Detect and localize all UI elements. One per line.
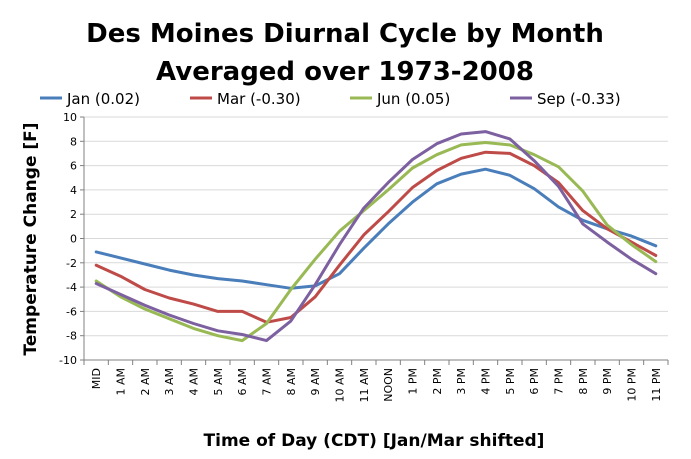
- y-axis-title: Temperature Change [F]: [21, 122, 41, 355]
- x-tick-label: 4 PM: [480, 368, 493, 395]
- x-tick-label: 8 PM: [577, 368, 590, 395]
- series-line-3: [94, 130, 658, 343]
- legend-label: Mar (-0.30): [217, 90, 301, 108]
- x-tick-label: 4 AM: [188, 368, 201, 396]
- y-tick-label: -10: [59, 354, 77, 367]
- legend-item: Mar (-0.30): [190, 90, 301, 108]
- legend-item: Jun (0.05): [350, 90, 450, 108]
- y-tick-label: 2: [70, 208, 77, 221]
- y-tick-label: -6: [66, 305, 77, 318]
- chart-title-line-2: Averaged over 1973-2008: [156, 57, 534, 87]
- y-tick-label: 4: [70, 184, 77, 197]
- y-tick-label: 6: [70, 160, 77, 173]
- x-tick-label: 3 PM: [455, 368, 468, 395]
- x-axis-title: Time of Day (CDT) [Jan/Mar shifted]: [204, 431, 545, 451]
- x-tick-label: 7 PM: [553, 368, 566, 395]
- x-tick-label: 6 AM: [236, 368, 249, 396]
- x-tick-label: 9 PM: [601, 368, 614, 395]
- legend-label: Jan (0.02): [66, 90, 140, 108]
- x-tick-label: 7 AM: [261, 368, 274, 396]
- x-tick-label: 8 AM: [285, 368, 298, 396]
- x-axis-ticks: MID 1 AM 2 AM 3 AM 4 AM 5 AM 6 AM 7 AM 8 AM 9 AM 1…: [83, 360, 669, 403]
- x-tick-label: 9 AM: [309, 368, 322, 396]
- y-tick-label: -2: [66, 257, 77, 270]
- series-line-0: [94, 167, 658, 290]
- y-tick-label: 10: [63, 111, 77, 124]
- legend-label: Jun (0.05): [376, 90, 450, 108]
- x-tick-label: MID: [90, 368, 103, 389]
- y-tick-label: 8: [70, 135, 77, 148]
- x-tick-label: 6 PM: [528, 368, 541, 395]
- legend-label: Sep (-0.33): [537, 90, 621, 108]
- x-tick-label: 5 PM: [504, 368, 517, 395]
- x-tick-label: 11 PM: [650, 368, 663, 402]
- series-line-1: [94, 150, 658, 324]
- y-tick-label: 0: [70, 233, 77, 246]
- x-tick-label: 1 PM: [407, 368, 420, 395]
- series-line-2: [94, 141, 658, 343]
- x-tick-label: NOON: [382, 368, 395, 402]
- y-axis-ticks: -10 -8 -6 -4 -2 0 2 4 6 8 10: [59, 111, 84, 367]
- legend: Jan (0.02) Mar (-0.30) Jun (0.05) Sep (-0.3…: [40, 90, 621, 108]
- x-tick-label: 1 AM: [115, 368, 128, 396]
- legend-item: Jan (0.02): [40, 90, 140, 108]
- chart-title-line-1: Des Moines Diurnal Cycle by Month: [86, 19, 604, 49]
- x-tick-label: 5 AM: [212, 368, 225, 396]
- x-tick-label: 2 PM: [431, 368, 444, 395]
- y-tick-label: -4: [66, 281, 77, 294]
- x-tick-label: 2 AM: [139, 368, 152, 396]
- legend-item: Sep (-0.33): [510, 90, 621, 108]
- series-group: [94, 130, 658, 343]
- x-tick-label: 10 AM: [334, 368, 347, 403]
- x-tick-label: 10 PM: [626, 368, 639, 402]
- y-tick-label: -8: [66, 330, 77, 343]
- x-tick-label: 3 AM: [163, 368, 176, 396]
- x-tick-label: 11 AM: [358, 368, 371, 403]
